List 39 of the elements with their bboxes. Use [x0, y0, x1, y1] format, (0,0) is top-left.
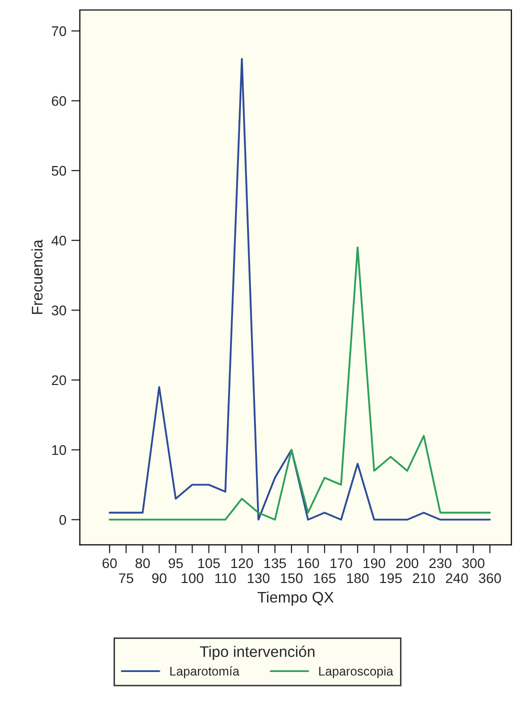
legend-label: Laparotomía: [170, 666, 240, 678]
y-tick-label: 70: [52, 26, 66, 36]
x-tick-label: 200: [396, 558, 418, 568]
x-tick-label: 170: [330, 558, 352, 568]
x-tick-label: 240: [446, 573, 468, 584]
y-tick-label: 60: [52, 96, 66, 106]
x-tick-label: 160: [297, 558, 320, 568]
y-tick-label: 50: [52, 166, 66, 176]
y-axis-title: Frecuencia: [31, 240, 43, 314]
y-tick-label: 0: [59, 514, 66, 525]
y-tick-label: 20: [52, 375, 66, 386]
x-tick-label: 95: [168, 558, 183, 568]
y-tick-label: 40: [52, 236, 66, 246]
x-tick-label: 135: [264, 558, 286, 568]
legend-title: Tipo intervención: [200, 646, 314, 660]
x-tick-label: 210: [412, 573, 435, 584]
x-tick-label: 230: [429, 558, 452, 568]
line-series: [108, 246, 491, 521]
x-tick-label: 180: [347, 573, 369, 584]
x-tick-label: 105: [198, 558, 220, 568]
x-tick-label: 165: [314, 573, 336, 584]
x-tick-label: 120: [231, 558, 253, 568]
x-tick-label: 80: [136, 558, 150, 568]
x-tick-label: 195: [380, 573, 402, 584]
x-tick-label: 150: [280, 573, 303, 584]
y-tick-label: 30: [52, 306, 66, 316]
x-tick-label: 130: [248, 573, 270, 584]
x-tick-label: 60: [102, 558, 117, 568]
y-tick-label: 10: [52, 445, 66, 455]
x-tick-label: 360: [478, 573, 501, 584]
legend-label: Laparoscopia: [319, 666, 394, 678]
x-tick-label: 100: [182, 573, 204, 584]
line-series: [108, 58, 491, 521]
x-tick-label: 110: [215, 573, 236, 584]
x-tick-label: 190: [364, 558, 386, 568]
x-tick-label: 75: [119, 573, 134, 584]
x-axis-title: Tiempo QX: [258, 591, 334, 606]
x-tick-label: 300: [462, 558, 484, 568]
x-tick-label: 90: [152, 573, 166, 584]
